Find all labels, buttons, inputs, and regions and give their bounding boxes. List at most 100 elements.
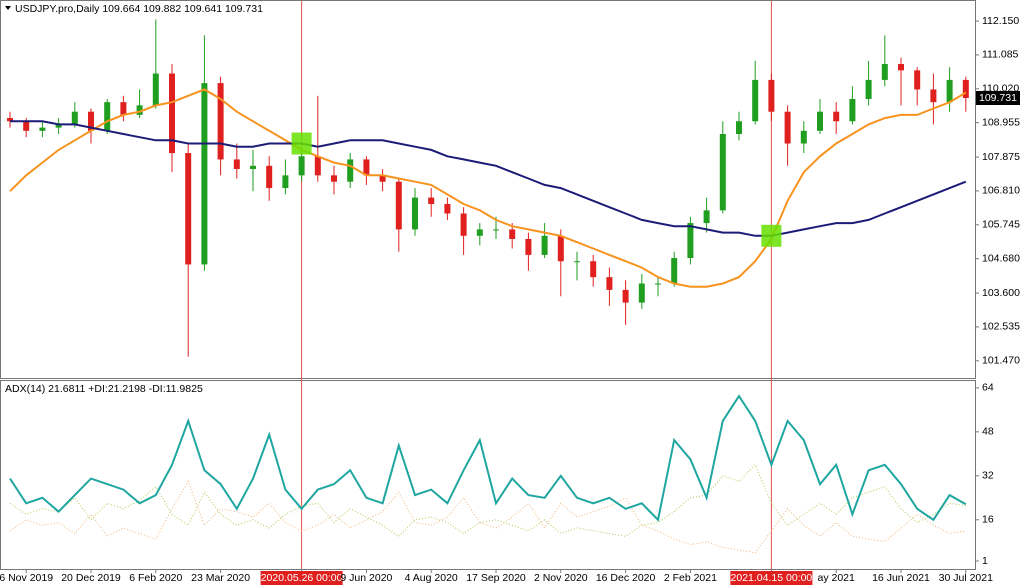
candle-body — [509, 229, 516, 239]
candle-body — [590, 261, 597, 278]
line — [9, 394, 967, 522]
price-panel-frame — [0, 0, 976, 379]
candle-body — [525, 238, 532, 255]
x-tick-label: 4 Aug 2020 — [405, 572, 458, 584]
x-tick-label: 2 Feb 2021 — [664, 572, 717, 584]
candle-body — [217, 83, 224, 160]
x-tick-label: 6 Feb 2020 — [129, 572, 182, 584]
candle-body — [395, 181, 402, 230]
candle-body — [282, 175, 289, 189]
current-price-box — [976, 91, 1020, 106]
candle-body — [622, 289, 629, 303]
cursor-label: 2020.05.26 00:00 — [261, 572, 343, 584]
y-tick-label: 16 — [982, 514, 994, 526]
x-tick-label: 20 Dec 2019 — [61, 572, 121, 584]
candle-body — [412, 197, 418, 230]
candle-body — [541, 235, 548, 255]
candle-body — [638, 283, 645, 303]
y-tick-label: 112.150 — [982, 15, 1019, 27]
candle-body — [428, 197, 435, 204]
y-tick-label: 64 — [982, 382, 994, 394]
candle-body — [347, 159, 354, 182]
adx-panel-frame — [0, 380, 976, 570]
candle-body — [962, 79, 969, 99]
y-tick-label: 105.745 — [982, 219, 1020, 231]
candle-body — [476, 229, 483, 236]
candle-body — [752, 79, 759, 122]
x-tick-label: 30 Jul 2021 — [939, 572, 993, 584]
candle-body — [687, 223, 694, 259]
line — [10, 120, 967, 237]
y-tick-label: 48 — [982, 426, 994, 438]
candle-body — [363, 159, 370, 176]
menu-arrow[interactable] — [5, 6, 11, 10]
candle-body — [557, 235, 564, 262]
y-tick-label: 106.810 — [982, 185, 1020, 197]
candle-body — [703, 210, 710, 224]
y-tick-label: 102.535 — [982, 321, 1020, 333]
x-tick-label: 2 Nov 2020 — [534, 572, 588, 584]
candle-body — [379, 175, 386, 182]
signal-marker — [761, 224, 782, 247]
indicator-line — [9, 463, 966, 537]
cursor-label-box — [260, 571, 343, 585]
x-tick-label: 16 Dec 2020 — [596, 572, 656, 584]
candle-body — [817, 111, 823, 131]
line — [9, 88, 967, 288]
candle-body — [152, 73, 159, 106]
x-tick-label: ay 2021 — [818, 572, 856, 584]
candle-body — [39, 127, 46, 131]
x-tick-label: 6 Nov 2019 — [0, 572, 53, 584]
signal-marker — [291, 132, 312, 155]
candle-body — [88, 111, 94, 131]
candle-body — [104, 102, 111, 131]
candle-body — [185, 153, 192, 265]
candle-body — [201, 83, 208, 265]
y-tick-label: 108.955 — [982, 116, 1020, 128]
y-tick-label: 1 — [982, 555, 988, 567]
candle-body — [606, 277, 613, 290]
candle-body — [169, 73, 175, 154]
y-tick-label: 32 — [982, 470, 994, 482]
x-tick-label: 17 Sep 2020 — [466, 572, 526, 584]
candle-body — [460, 213, 467, 236]
candle-body — [314, 156, 321, 176]
candle-body — [250, 165, 256, 169]
candle-body — [736, 121, 742, 134]
candle-body — [800, 130, 807, 144]
candle-body — [444, 203, 451, 214]
candle-body — [946, 79, 953, 103]
y-tick-label: 107.875 — [982, 151, 1020, 163]
cursor-label: 2021.04.15 00:00 — [731, 572, 813, 584]
candle-body — [136, 105, 143, 115]
candle-body — [298, 156, 305, 176]
candle-body — [914, 70, 921, 90]
candle-body — [233, 159, 240, 169]
candle-body — [671, 258, 678, 284]
candle-body — [849, 98, 856, 122]
candle-body — [493, 229, 499, 231]
candle-body — [655, 283, 661, 285]
candle-body — [768, 79, 775, 112]
y-tick-label: 111.085 — [982, 49, 1019, 61]
candle-body — [784, 111, 791, 144]
candle-body — [719, 133, 726, 211]
candle-body — [23, 121, 30, 131]
candle-body — [71, 111, 78, 125]
x-tick-label: 16 Jun 2021 — [872, 572, 930, 584]
adx-header: ADX(14) 21.6811 +DI:21.2198 -DI:11.9825 — [5, 383, 203, 395]
y-tick-label: 101.470 — [982, 355, 1020, 367]
candle-body — [865, 79, 872, 99]
indicator-line — [9, 480, 966, 554]
candle-body — [55, 124, 62, 128]
y-tick-label: 104.680 — [982, 252, 1020, 264]
candle-body — [120, 102, 127, 115]
candle-body — [331, 175, 337, 182]
cursor-label-box — [730, 571, 813, 585]
candle-body — [7, 118, 13, 122]
x-tick-label: 9 Jun 2020 — [340, 572, 392, 584]
candle-body — [930, 89, 937, 103]
y-tick-label: 103.600 — [982, 287, 1020, 299]
candle-body — [898, 63, 904, 71]
